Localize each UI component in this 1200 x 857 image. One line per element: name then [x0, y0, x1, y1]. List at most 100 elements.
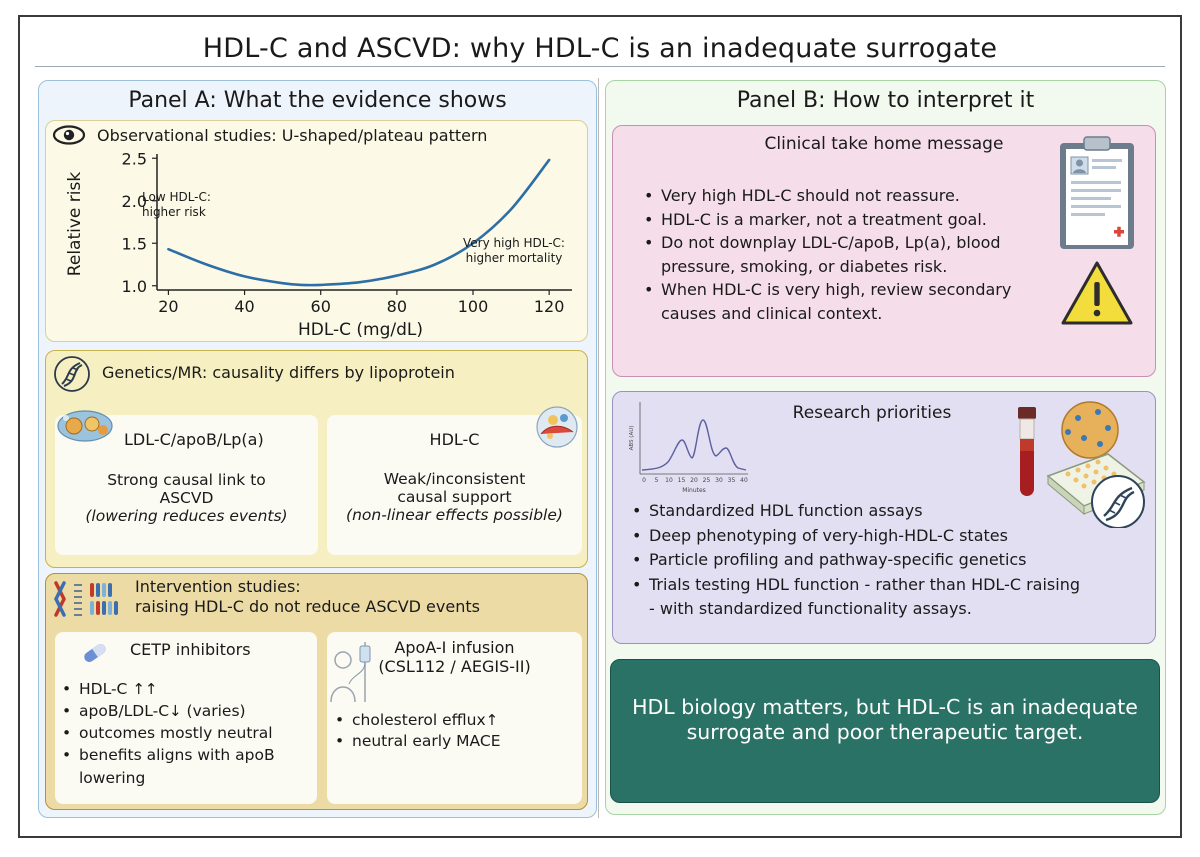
apoa-title-line-1: ApoA-I infusion [394, 638, 515, 657]
hdl-body-line-1: Weak/inconsistent [383, 470, 526, 488]
spectrum-tick-label: 0 [642, 477, 646, 484]
annotation-low-hdl: Low HDL-C: higher risk [142, 190, 211, 220]
y-axis-title: Relative risk [65, 172, 85, 277]
list-item: benefits aligns with apoB lowering [60, 744, 300, 790]
apoa-item-text: neutral early MACE [352, 732, 501, 750]
spectrum-tick-label: 10 [665, 477, 673, 484]
chromatogram-icon: 0 5 10 15 20 25 30 35 40 Minutes ABS (AU) [629, 402, 748, 494]
ldl-body-line-1: Strong causal link to [107, 471, 266, 489]
list-item: Standardized HDL function assays [630, 499, 1080, 524]
genetics-title: Genetics/MR: causality differs by lipopr… [102, 363, 455, 382]
x-axis-title: HDL-C (mg/dL) [298, 320, 423, 340]
infusion-patient-icon [330, 642, 371, 703]
annotation-high-line-1: Very high HDL-C: [463, 236, 565, 250]
apoa-list: cholesterol efflux↑ neutral early MACE [333, 710, 578, 752]
observational-box [45, 120, 588, 342]
up-arrow-icon: ↑ [485, 711, 499, 729]
spectrum-tick-label: 5 [655, 477, 659, 484]
down-arrow-icon: ↓ [169, 702, 182, 720]
ldl-card-title: LDL-C/apoB/Lp(a) [124, 430, 264, 449]
hdl-card-title: HDL-C [429, 430, 480, 449]
list-item: HDL-C is a marker, not a treatment goal. [642, 208, 1042, 232]
list-item: cholesterol efflux↑ [333, 710, 578, 731]
apoa-item-text: cholesterol efflux [352, 711, 486, 729]
panel-b-heading: Panel B: How to interpret it [736, 88, 1035, 113]
eye-icon [52, 125, 86, 145]
annotation-low-line-1: Low HDL-C: [142, 190, 211, 204]
list-item: Trials testing HDL function - rather tha… [630, 573, 1080, 622]
list-item: Deep phenotyping of very-high-HDL-C stat… [630, 524, 1080, 549]
list-item: apoB/LDL-C↓ (varies) [60, 700, 315, 722]
lipoprotein-particle-icon [57, 410, 113, 442]
y-tick-label: 2.0 [122, 192, 147, 211]
hdl-card [327, 415, 582, 555]
ldl-body-line-3: (lowering reduces events) [85, 507, 288, 525]
conclusion-box [610, 659, 1160, 803]
relative-risk-chart: 20 40 60 80 100 120 1.0 1.5 2.0 2.5 HDL-C (mg/dL) R… [65, 150, 572, 340]
ldl-card-body: Strong causal link to ASCVD (lowering re… [55, 471, 318, 525]
blood-tube-icon [1018, 407, 1036, 496]
cetp-card-title: CETP inhibitors [130, 640, 251, 659]
cetp-item-text: outcomes mostly neutral [79, 724, 273, 742]
hdl-particle-icon [536, 406, 578, 448]
apoa-title-line-2: (CSL112 / AEGIS-II) [378, 657, 531, 676]
cetp-item-text: HDL-C [79, 680, 128, 698]
clinical-title: Clinical take home message [764, 134, 1004, 154]
list-item: When HDL-C is very high, review secondar… [642, 278, 1042, 325]
dna-icon [54, 356, 90, 392]
column-divider [598, 78, 599, 818]
chromosome-icon [54, 581, 118, 617]
research-list: Standardized HDL function assaysDeep phe… [630, 499, 1080, 622]
spectrum-tick-label: 15 [678, 477, 686, 484]
list-item: outcomes mostly neutral [60, 722, 315, 744]
intervention-title-line-2: raising HDL-C do not reduce ASCVD events [135, 597, 480, 616]
conclusion-text: HDL biology matters, but HDL-C is an ina… [632, 695, 1138, 744]
x-tick-label: 60 [311, 297, 331, 316]
annotation-low-line-2: higher risk [142, 205, 206, 219]
title-divider [35, 66, 1165, 67]
research-title: Research priorities [792, 403, 952, 423]
x-tick-label: 80 [387, 297, 407, 316]
y-tick-label: 1.0 [122, 277, 147, 296]
spectrum-trace [641, 419, 747, 471]
spectrum-tick-label: 40 [740, 477, 748, 484]
intervention-title: Intervention studies: raising HDL-C do n… [135, 577, 480, 617]
x-tick-label: 100 [458, 297, 489, 316]
list-item: HDL-C ↑↑ [60, 678, 315, 700]
spectrum-tick-label: 20 [690, 477, 698, 484]
pill-icon [84, 643, 106, 663]
warning-icon [1061, 261, 1133, 325]
annotation-high-hdl: Very high HDL-C: higher mortality [463, 236, 565, 266]
spectrum-x-title: Minutes [682, 487, 706, 494]
figure-title: HDL-C and ASCVD: why HDL-C is an inadequ… [202, 33, 998, 64]
y-tick-label: 1.5 [122, 234, 147, 253]
y-tick-label: 2.5 [122, 150, 147, 168]
hdl-card-body: Weak/inconsistent causal support (non-li… [327, 470, 582, 524]
spectrum-tick-label: 35 [728, 477, 736, 484]
hdl-body-line-2: causal support [397, 488, 512, 506]
ldl-body-line-2: ASCVD [159, 489, 214, 507]
relative-risk-line [167, 158, 551, 287]
panel-a-heading: Panel A: What the evidence shows [128, 88, 507, 113]
apoa-card-title: ApoA-I infusion (CSL112 / AEGIS-II) [327, 638, 582, 676]
clipboard-icon [1060, 136, 1134, 249]
intervention-title-line-1: Intervention studies: [135, 577, 301, 596]
cetp-item-suffix: (varies) [181, 702, 246, 720]
x-tick-label: 120 [534, 297, 565, 316]
list-item: Do not downplay LDL-C/apoB, Lp(a), blood… [642, 231, 1042, 278]
cetp-item-text: benefits aligns with apoB lowering [79, 746, 275, 787]
observational-title: Observational studies: U-shaped/plateau … [97, 126, 488, 145]
spectrum-y-title: ABS (AU) [629, 426, 635, 451]
annotation-high-line-2: higher mortality [465, 251, 563, 265]
list-item: Particle profiling and pathway-specific … [630, 548, 1080, 573]
list-item: neutral early MACE [333, 731, 578, 752]
up-arrow-icon: ↑↑ [132, 680, 158, 698]
clinical-list: Very high HDL-C should not reassure.HDL-… [642, 184, 1042, 325]
cetp-item-text: apoB/LDL-C [79, 702, 170, 720]
spectrum-tick-label: 30 [715, 477, 723, 484]
hdl-body-line-3: (non-linear effects possible) [346, 506, 563, 524]
spectrum-tick-label: 25 [703, 477, 711, 484]
x-tick-label: 40 [234, 297, 254, 316]
x-tick-label: 20 [158, 297, 178, 316]
list-item: Very high HDL-C should not reassure. [642, 184, 1042, 208]
